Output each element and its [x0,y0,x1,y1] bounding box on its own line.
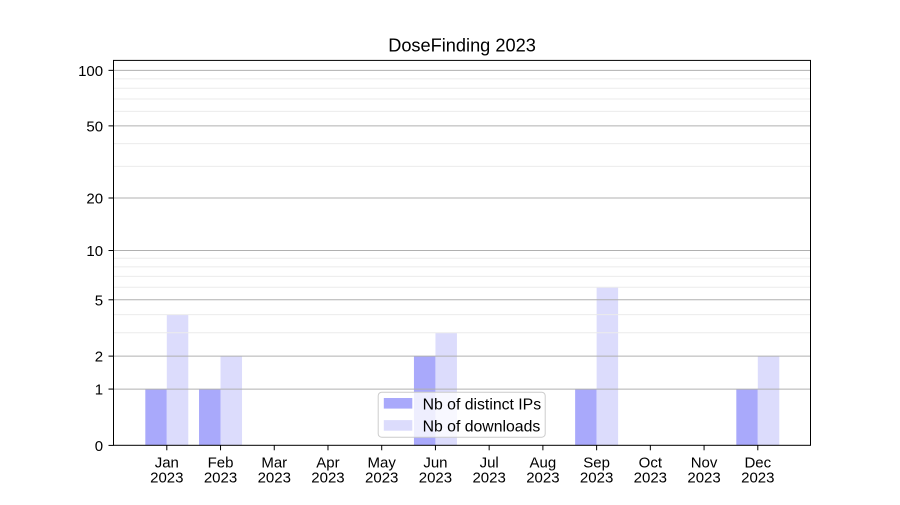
svg-text:2023: 2023 [741,469,774,486]
svg-text:Feb: Feb [208,455,234,472]
svg-text:0: 0 [95,438,103,455]
svg-text:Oct: Oct [639,455,663,472]
svg-text:1: 1 [95,382,103,399]
svg-text:Apr: Apr [316,455,339,472]
svg-text:2023: 2023 [311,469,344,486]
svg-text:Sep: Sep [583,455,610,472]
svg-text:2023: 2023 [150,469,183,486]
svg-text:2023: 2023 [258,469,291,486]
svg-text:2023: 2023 [365,469,398,486]
svg-text:5: 5 [95,292,103,309]
svg-text:Jun: Jun [423,455,447,472]
svg-text:100: 100 [78,63,103,80]
svg-text:Dec: Dec [744,455,771,472]
svg-text:DoseFinding 2023: DoseFinding 2023 [388,36,536,56]
svg-text:Aug: Aug [530,455,557,472]
svg-text:2: 2 [95,349,103,366]
svg-text:10: 10 [86,243,103,260]
svg-text:Jan: Jan [155,455,179,472]
svg-text:2023: 2023 [526,469,559,486]
svg-text:50: 50 [86,118,103,135]
svg-text:Nov: Nov [691,455,718,472]
svg-text:Jul: Jul [480,455,499,472]
svg-text:Mar: Mar [261,455,287,472]
svg-text:2023: 2023 [687,469,720,486]
svg-text:20: 20 [86,190,103,207]
svg-text:2023: 2023 [204,469,237,486]
svg-text:2023: 2023 [419,469,452,486]
svg-text:2023: 2023 [580,469,613,486]
svg-text:Nb of downloads: Nb of downloads [423,419,541,436]
svg-text:2023: 2023 [634,469,667,486]
svg-text:2023: 2023 [472,469,505,486]
svg-text:May: May [368,455,397,472]
svg-text:Nb of distinct IPs: Nb of distinct IPs [423,397,542,414]
